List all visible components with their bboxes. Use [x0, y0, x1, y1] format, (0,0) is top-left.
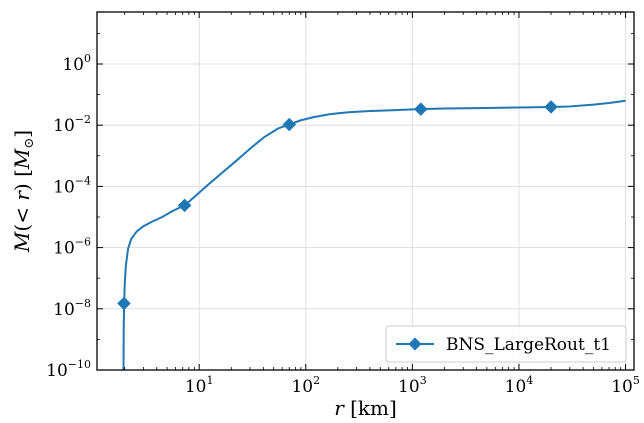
legend: BNS_LargeRout_t1: [385, 325, 627, 363]
x-axis-title: r [km]: [334, 396, 397, 420]
data-point: [177, 198, 192, 213]
series-layer: [117, 99, 626, 370]
x-tick-label: 103: [398, 374, 427, 397]
y-axis-title: M(< r) [M⊙]: [10, 130, 37, 253]
x-tick-label: 102: [291, 374, 320, 397]
data-point: [413, 102, 428, 116]
data-point: [117, 296, 131, 311]
x-tick-label: 105: [611, 374, 640, 397]
grid: [97, 12, 634, 371]
data-point: [282, 117, 297, 132]
x-tick-label: 104: [505, 374, 534, 397]
y-tick-label: 10−2: [53, 113, 91, 136]
legend-label: BNS_LargeRout_t1: [446, 335, 611, 355]
y-tick-label: 10−4: [53, 174, 91, 197]
x-tick-label: 101: [185, 374, 214, 397]
tick-labels: 101 102 103 104 105 10−10 10−8 10−6 10−4 10−2 100: [46, 52, 640, 397]
y-tick-label: 10−10: [46, 358, 91, 381]
data-point: [544, 100, 558, 114]
y-tick-label: 100: [62, 52, 91, 75]
series-line: [122, 99, 626, 370]
ticks: [97, 12, 634, 371]
y-tick-label: 10−6: [53, 236, 91, 259]
plot-frame: [96, 11, 635, 371]
y-tick-label: 10−8: [53, 297, 91, 320]
legend-box: [385, 325, 627, 363]
legend-marker-swatch: [408, 337, 422, 351]
